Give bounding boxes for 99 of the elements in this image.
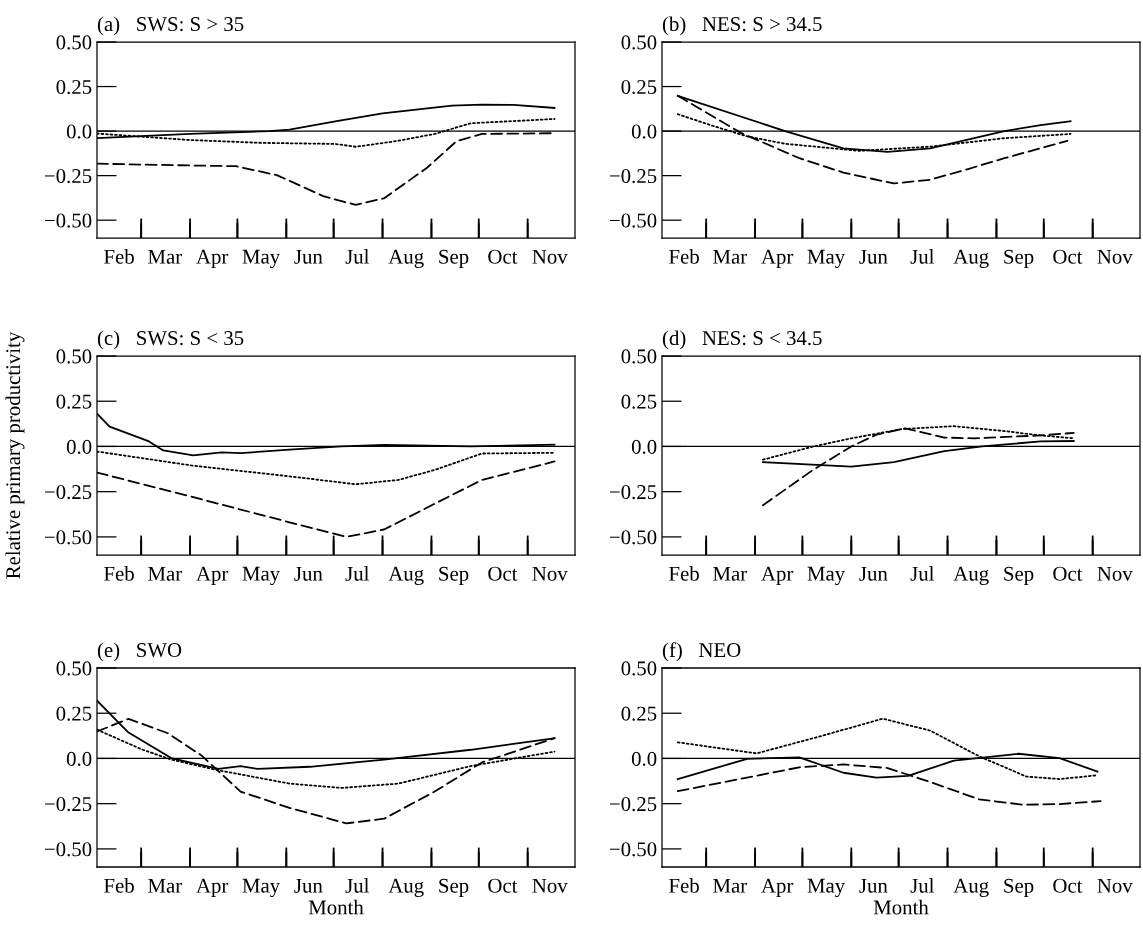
x-tick-label: Jun: [859, 566, 888, 581]
y-tick-label: 0.0: [631, 751, 657, 766]
x-tick-label: Nov: [1097, 878, 1133, 893]
x-tick-label: Apr: [196, 878, 229, 897]
chart-title: (f) NEO: [662, 642, 741, 662]
y-tick-label: −0.25: [44, 485, 92, 500]
x-tick-label: Jun: [859, 249, 888, 264]
x-tick-label: May: [807, 878, 846, 897]
y-tick-label: −0.25: [44, 797, 92, 812]
x-tick-label: Jun: [294, 566, 323, 581]
x-tick-label: Feb: [104, 566, 134, 581]
y-tick-label: 0.25: [56, 79, 92, 95]
y-tick-label: −0.25: [609, 485, 657, 500]
chart-title: (d) NES: S < 34.5: [662, 330, 822, 350]
x-tick-label: Nov: [1097, 566, 1133, 581]
x-tick-label: Feb: [104, 878, 134, 893]
x-tick-label: May: [242, 249, 281, 268]
x-tick-label: Sep: [439, 566, 469, 585]
x-tick-label: Oct: [1053, 878, 1083, 893]
y-tick-label: 0.25: [56, 394, 92, 409]
x-tick-label: Apr: [761, 249, 794, 268]
x-tick-label: Oct: [488, 878, 518, 893]
chart-title: (a) SWS: S > 35: [97, 16, 244, 36]
x-tick-label: May: [242, 566, 281, 585]
x-tick-label: Jul: [345, 878, 370, 893]
y-tick-label: 0.50: [56, 661, 92, 676]
x-tick-label: Sep: [1004, 878, 1034, 897]
chart-title: (c) SWS: S < 35: [97, 330, 244, 350]
x-tick-label: Sep: [439, 249, 469, 268]
y-axis-title: Relative primary productivity: [5, 331, 25, 579]
x-tick-label: Jun: [294, 878, 323, 893]
y-tick-label: 0.50: [621, 661, 657, 676]
x-tick-label: Oct: [488, 566, 518, 581]
x-tick-label: Jul: [345, 249, 370, 264]
x-axis-title: Month: [873, 899, 929, 915]
x-tick-label: Aug: [953, 566, 989, 585]
y-tick-label: −0.25: [609, 169, 657, 184]
y-tick-label: 0.0: [631, 124, 657, 139]
x-tick-label: Feb: [669, 566, 699, 581]
x-tick-label: Jul: [910, 249, 935, 264]
x-tick-label: Jun: [294, 249, 323, 264]
y-tick-label: 0.0: [631, 439, 657, 454]
x-tick-label: Nov: [532, 249, 568, 264]
y-tick-label: 0.50: [621, 35, 657, 50]
x-tick-label: Apr: [761, 566, 794, 585]
chart-title: (b) NES: S > 34.5: [662, 16, 822, 36]
x-tick-label: Apr: [196, 566, 229, 585]
x-tick-label: Mar: [713, 566, 748, 581]
y-tick-label: −0.50: [609, 530, 657, 545]
x-tick-label: Feb: [669, 878, 699, 893]
x-tick-label: Oct: [1053, 249, 1083, 264]
y-tick-label: 0.25: [56, 706, 92, 721]
y-tick-label: −0.25: [44, 169, 92, 184]
x-tick-label: Oct: [488, 249, 518, 264]
y-tick-label: 0.0: [66, 751, 92, 766]
y-tick-label: −0.50: [609, 213, 657, 228]
y-tick-label: 0.25: [621, 394, 657, 409]
x-tick-label: Nov: [532, 878, 568, 893]
x-tick-label: Apr: [761, 878, 794, 897]
y-tick-label: −0.50: [44, 213, 92, 228]
x-tick-label: Mar: [148, 566, 183, 581]
x-tick-label: Feb: [669, 249, 699, 264]
x-tick-label: Mar: [148, 878, 183, 893]
y-tick-label: 0.50: [621, 349, 657, 364]
y-tick-label: 0.50: [56, 35, 92, 50]
x-tick-label: Aug: [953, 249, 989, 268]
y-tick-label: 0.0: [66, 124, 92, 139]
x-tick-label: Sep: [1004, 249, 1034, 268]
x-tick-label: Nov: [532, 566, 568, 581]
x-tick-label: Aug: [953, 878, 989, 897]
x-tick-label: Aug: [388, 249, 424, 268]
y-tick-label: −0.25: [609, 797, 657, 812]
y-tick-label: 0.25: [621, 706, 657, 721]
x-tick-label: May: [242, 878, 281, 897]
x-tick-label: Sep: [1004, 566, 1034, 585]
x-tick-label: Apr: [196, 249, 229, 268]
x-tick-label: Jun: [859, 878, 888, 893]
x-tick-label: May: [807, 249, 846, 268]
x-tick-label: May: [807, 566, 846, 585]
y-tick-label: −0.50: [44, 842, 92, 857]
x-tick-label: Jul: [345, 566, 370, 581]
x-tick-label: Mar: [148, 249, 183, 264]
x-tick-label: Aug: [388, 566, 424, 585]
x-tick-label: Aug: [388, 878, 424, 897]
y-tick-label: 0.0: [66, 439, 92, 454]
x-tick-label: Feb: [104, 249, 134, 264]
y-tick-label: 0.25: [621, 79, 657, 95]
chart-title: (e) SWO: [97, 642, 182, 662]
y-tick-label: −0.50: [44, 530, 92, 545]
x-tick-label: Oct: [1053, 566, 1083, 581]
x-axis-title: Month: [308, 899, 364, 915]
y-tick-label: 0.50: [56, 349, 92, 364]
x-tick-label: Sep: [439, 878, 469, 897]
x-tick-label: Mar: [713, 249, 748, 264]
x-tick-label: Nov: [1097, 249, 1133, 264]
x-tick-label: Mar: [713, 878, 748, 893]
x-tick-label: Jul: [910, 878, 935, 893]
y-tick-label: −0.50: [609, 842, 657, 857]
x-tick-label: Jul: [910, 566, 935, 581]
